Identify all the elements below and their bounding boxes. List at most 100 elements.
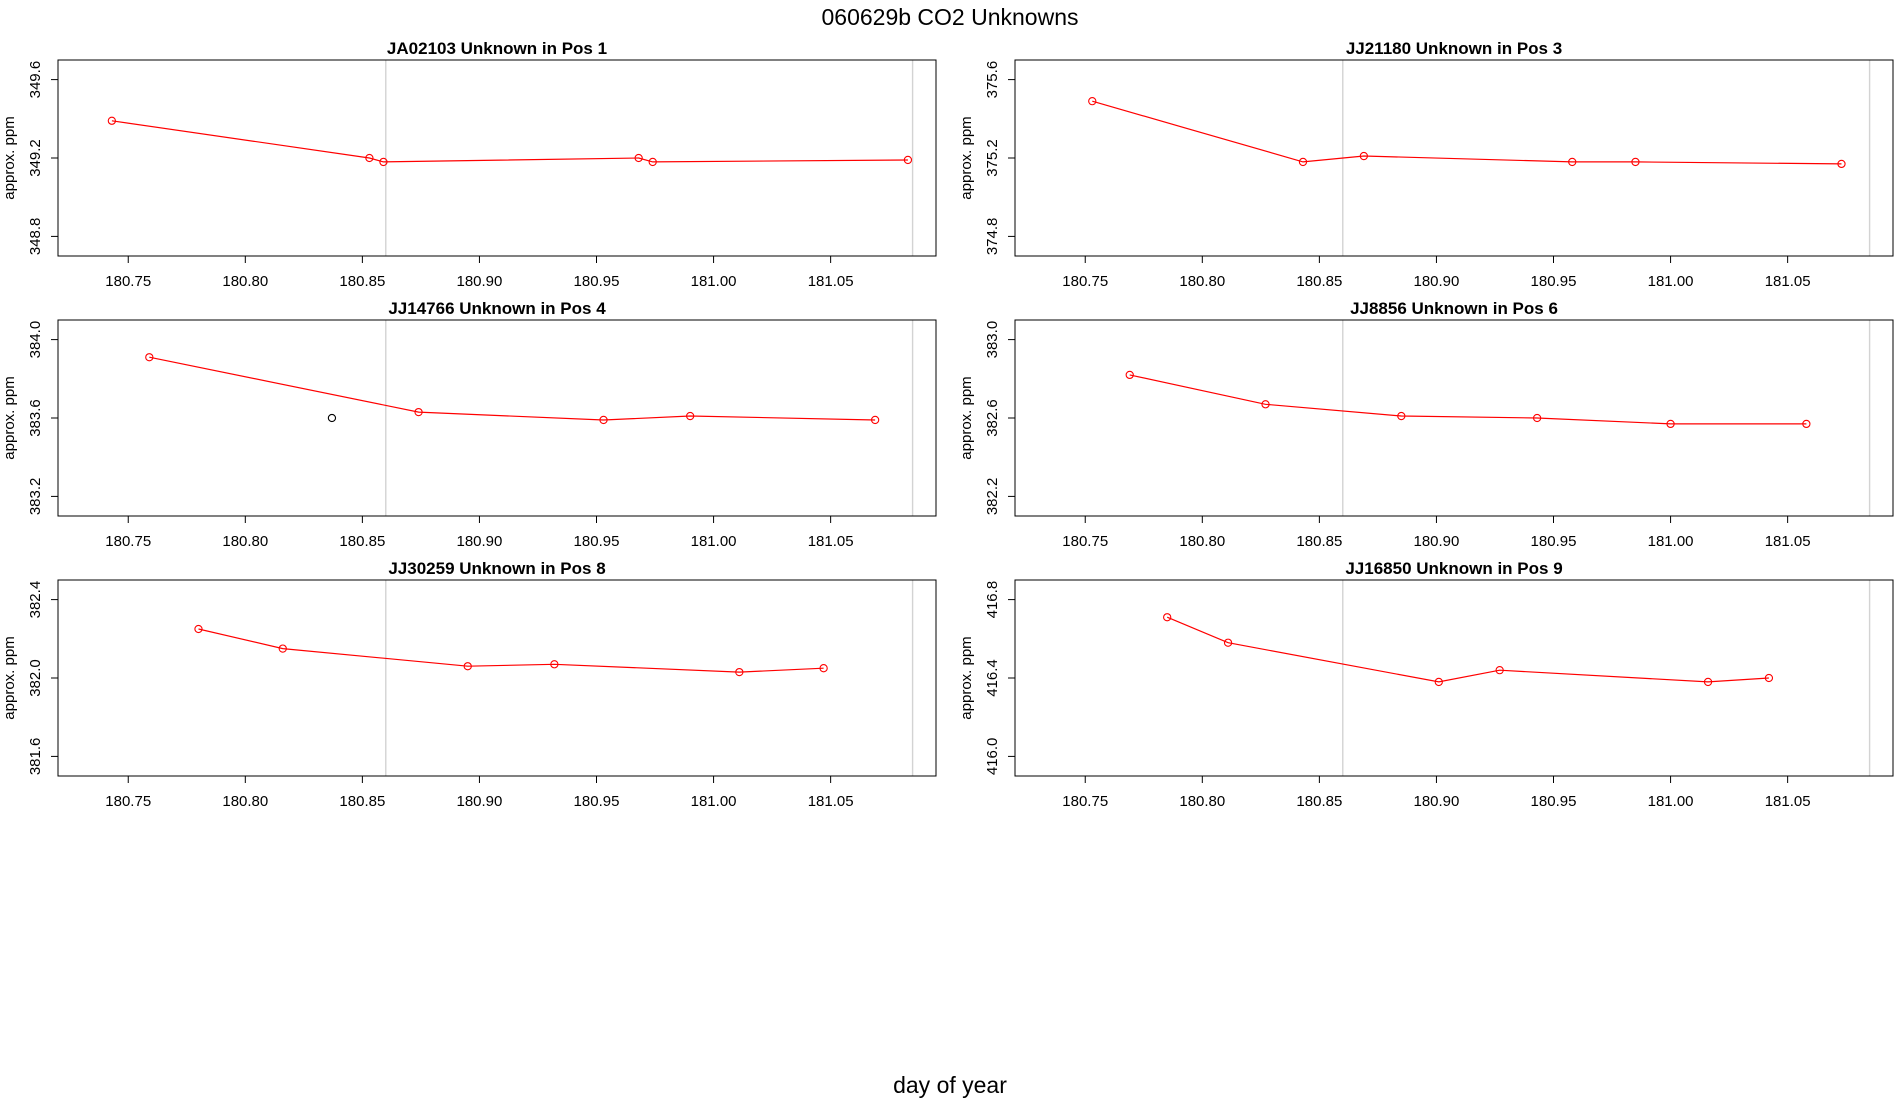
chart-panel-2: JJ21180 Unknown in Pos 3 180.75 180.80 180.… [958,39,1894,290]
x-tick-label: 181.00 [691,533,737,550]
x-tick-label: 180.85 [1296,793,1342,810]
y-axis-label: approx. ppm [958,636,975,719]
y-tick-label: 381.6 [27,738,44,776]
data-point [648,157,657,167]
x-tick-label: 180.80 [1179,793,1225,810]
y-tick-label: 416.8 [984,581,1001,619]
y-tick-label: 382.6 [984,399,1001,437]
data-point [1298,157,1308,167]
x-tick-label: 181.05 [1765,533,1811,550]
x-tick-label: 180.95 [1531,273,1577,290]
y-tick-label: 349.2 [27,139,44,177]
panel-title: JJ30259 Unknown in Pos 8 [388,559,605,578]
x-tick-label: 180.90 [456,793,502,810]
data-point [1495,666,1504,675]
data-point [379,157,388,167]
x-tick-label: 180.75 [105,273,151,290]
y-axis-label: approx. ppm [1,376,18,459]
x-tick-label: 180.75 [105,793,151,810]
series-line-1 [111,120,908,163]
data-point [735,667,744,677]
x-tick-label: 180.95 [574,793,620,810]
data-point [819,664,828,673]
x-tick-label: 180.85 [339,533,385,550]
data-point [550,660,559,669]
x-tick-label: 180.80 [222,793,268,810]
data-point [686,411,695,421]
x-tick-label: 180.90 [1413,793,1459,810]
y-tick-label: 383.0 [984,321,1001,359]
data-point [365,153,374,163]
data-point [1125,370,1134,380]
x-tick-label: 180.95 [1531,793,1577,810]
x-tick-label: 180.75 [1062,793,1108,810]
x-tick-label: 181.00 [1648,793,1694,810]
x-tick-label: 180.90 [1413,273,1459,290]
x-tick-label: 181.00 [1648,273,1694,290]
data-point [634,153,643,163]
y-tick-label: 374.8 [984,218,1001,256]
x-tick-label: 180.80 [1179,273,1225,290]
y-tick-label: 382.4 [27,581,44,619]
y-tick-label: 375.2 [984,139,1001,177]
data-point [1223,638,1233,647]
data-point [1163,613,1172,622]
series-line-1 [1092,100,1842,165]
x-tick-label: 180.80 [1179,533,1225,550]
x-tick-label: 181.05 [1765,793,1811,810]
series-line-1 [1129,374,1807,425]
y-tick-label: 375.6 [984,61,1001,99]
plot-frame [1014,319,1894,517]
data-point [1359,151,1369,161]
data-point [463,662,472,671]
data-point [1703,677,1713,687]
figure-x-axis-label: day of year [893,1072,1007,1098]
y-tick-label: 348.8 [27,218,44,256]
x-tick-label: 181.05 [1765,273,1811,290]
x-tick-label: 180.80 [222,533,268,550]
x-tick-label: 180.80 [222,273,268,290]
x-tick-label: 180.95 [574,273,620,290]
series-line-1 [149,356,876,421]
x-tick-label: 181.00 [691,793,737,810]
x-tick-label: 181.00 [1648,533,1694,550]
x-tick-label: 180.90 [1413,533,1459,550]
series-line-1 [198,628,824,673]
data-point [1764,673,1774,683]
data-point [903,155,913,165]
panel-title: JJ21180 Unknown in Pos 3 [1346,39,1562,58]
data-point [1631,157,1640,167]
chart-panel-3: JJ14766 Unknown in Pos 4 180.75 180.80 180.… [1,299,937,550]
series-line-1 [1166,616,1769,683]
data-point [1088,97,1097,106]
x-tick-label: 180.85 [1296,273,1342,290]
data-point [194,624,203,634]
figure-title: 060629b CO2 Unknowns [821,4,1079,30]
data-point [1397,411,1406,421]
x-tick-label: 181.05 [808,793,854,810]
data-point [1434,677,1443,687]
x-tick-label: 180.85 [339,793,385,810]
y-tick-label: 384.0 [27,321,44,359]
y-tick-label: 416.0 [984,738,1001,776]
data-point [1568,157,1577,167]
data-point [107,116,117,125]
chart-panel-4: JJ8856 Unknown in Pos 6 180.75 180.80 180.8… [958,299,1894,550]
x-tick-label: 181.05 [808,273,854,290]
y-axis-label: approx. ppm [1,636,18,719]
panel-title: JJ8856 Unknown in Pos 6 [1350,299,1558,318]
panel-title: JA02103 Unknown in Pos 1 [387,39,607,58]
x-tick-label: 181.00 [691,273,737,290]
x-tick-label: 180.90 [456,533,502,550]
y-axis-label: approx. ppm [958,376,975,459]
y-tick-label: 383.6 [27,399,44,437]
data-point [870,415,880,425]
x-tick-label: 180.75 [1062,533,1108,550]
data-point [1261,400,1270,409]
panel-title: JJ16850 Unknown in Pos 9 [1345,559,1562,578]
x-tick-label: 180.75 [1062,273,1108,290]
y-tick-label: 383.2 [27,478,44,516]
y-tick-label: 349.6 [27,61,44,99]
extra-data-point [327,413,337,423]
